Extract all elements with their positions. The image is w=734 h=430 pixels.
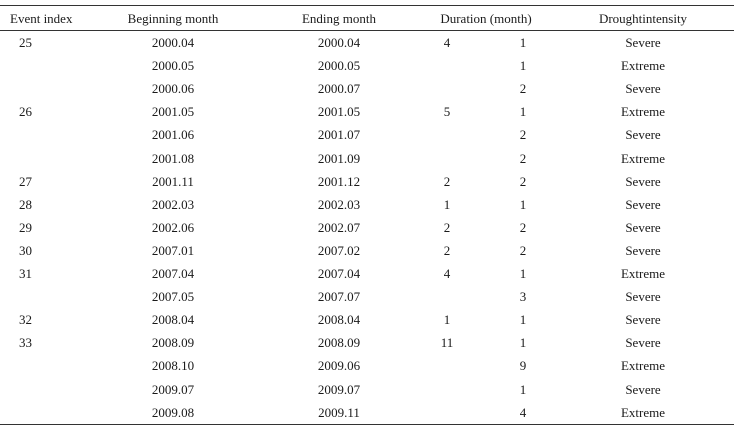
- cell-ending-month: 2000.07: [317, 81, 361, 96]
- cell-drought-intensity: Severe: [625, 127, 661, 142]
- cell-event-duration: 2: [443, 174, 451, 189]
- cell-beginning-month: 2009.07: [151, 382, 195, 397]
- cell-event-duration: 1: [443, 312, 451, 327]
- cell-ending-month: 2007.02: [317, 243, 361, 258]
- cell-event-index: 26: [19, 104, 32, 119]
- cell-drought-intensity: Severe: [625, 197, 661, 212]
- header-beginning-month: Beginning month: [127, 11, 219, 26]
- cell-beginning-month: 2008.04: [151, 312, 195, 327]
- cell-duration: 2: [519, 127, 527, 142]
- cell-duration: 2: [519, 174, 527, 189]
- cell-ending-month: 2008.04: [317, 312, 361, 327]
- cell-beginning-month: 2000.04: [151, 35, 195, 50]
- cell-ending-month: 2001.09: [317, 151, 361, 166]
- cell-event-index: 31: [19, 266, 32, 281]
- cell-event-index: 33: [19, 335, 32, 350]
- cell-drought-intensity: Severe: [625, 81, 661, 96]
- header-duration: Duration (month): [440, 11, 532, 26]
- cell-ending-month: 2001.12: [317, 174, 361, 189]
- cell-beginning-month: 2008.10: [151, 358, 195, 373]
- cell-drought-intensity: Extreme: [620, 358, 666, 373]
- cell-duration: 1: [519, 197, 527, 212]
- cell-beginning-month: 2007.01: [151, 243, 195, 258]
- cell-duration: 1: [519, 382, 527, 397]
- header-event-index: Event index: [10, 11, 73, 26]
- table-bottom-rule: [0, 424, 734, 425]
- cell-duration: 1: [519, 104, 527, 119]
- cell-beginning-month: 2001.11: [152, 174, 194, 189]
- cell-duration: 2: [519, 81, 527, 96]
- cell-event-index: 25: [19, 35, 32, 50]
- cell-ending-month: 2009.06: [317, 358, 361, 373]
- cell-ending-month: 2002.03: [317, 197, 361, 212]
- cell-drought-intensity: Extreme: [620, 405, 666, 420]
- cell-ending-month: 2009.07: [317, 382, 361, 397]
- cell-duration: 3: [519, 289, 527, 304]
- cell-beginning-month: 2000.06: [151, 81, 195, 96]
- cell-beginning-month: 2007.05: [151, 289, 195, 304]
- cell-ending-month: 2007.07: [317, 289, 361, 304]
- cell-duration: 2: [519, 151, 527, 166]
- cell-event-duration: 4: [443, 266, 451, 281]
- cell-duration: 4: [519, 405, 527, 420]
- cell-beginning-month: 2002.06: [151, 220, 195, 235]
- cell-drought-intensity: Severe: [625, 35, 661, 50]
- cell-drought-intensity: Extreme: [620, 266, 666, 281]
- cell-event-index: 32: [19, 312, 32, 327]
- cell-event-index: 29: [19, 220, 32, 235]
- cell-event-index: 27: [19, 174, 32, 189]
- cell-beginning-month: 2009.08: [151, 405, 195, 420]
- cell-ending-month: 2009.11: [318, 405, 360, 420]
- cell-event-duration: 2: [443, 220, 451, 235]
- cell-ending-month: 2001.05: [317, 104, 361, 119]
- cell-duration: 1: [519, 266, 527, 281]
- cell-duration: 2: [519, 243, 527, 258]
- cell-ending-month: 2008.09: [317, 335, 361, 350]
- cell-duration: 1: [519, 312, 527, 327]
- cell-ending-month: 2000.04: [317, 35, 361, 50]
- cell-drought-intensity: Severe: [625, 220, 661, 235]
- cell-ending-month: 2007.04: [317, 266, 361, 281]
- cell-drought-intensity: Severe: [625, 289, 661, 304]
- cell-beginning-month: 2002.03: [151, 197, 195, 212]
- cell-ending-month: 2001.07: [317, 127, 361, 142]
- cell-drought-intensity: Severe: [625, 382, 661, 397]
- cell-beginning-month: 2008.09: [151, 335, 195, 350]
- cell-drought-intensity: Severe: [625, 243, 661, 258]
- cell-drought-intensity: Extreme: [620, 151, 666, 166]
- header-rule: [0, 30, 734, 31]
- cell-drought-intensity: Extreme: [620, 58, 666, 73]
- cell-beginning-month: 2001.06: [151, 127, 195, 142]
- cell-drought-intensity: Severe: [625, 312, 661, 327]
- cell-drought-intensity: Severe: [625, 335, 661, 350]
- cell-ending-month: 2000.05: [317, 58, 361, 73]
- cell-event-duration: 5: [443, 104, 451, 119]
- cell-event-index: 28: [19, 197, 32, 212]
- cell-event-index: 30: [19, 243, 32, 258]
- cell-event-duration: 2: [443, 243, 451, 258]
- cell-duration: 1: [519, 58, 527, 73]
- cell-drought-intensity: Extreme: [620, 104, 666, 119]
- cell-beginning-month: 2001.08: [151, 151, 195, 166]
- cell-duration: 1: [519, 335, 527, 350]
- cell-ending-month: 2002.07: [317, 220, 361, 235]
- cell-beginning-month: 2007.04: [151, 266, 195, 281]
- cell-drought-intensity: Severe: [625, 174, 661, 189]
- cell-duration: 2: [519, 220, 527, 235]
- cell-duration: 9: [519, 358, 527, 373]
- cell-event-duration: 4: [443, 35, 451, 50]
- cell-beginning-month: 2000.05: [151, 58, 195, 73]
- cell-event-duration: 1: [443, 197, 451, 212]
- table-top-rule: [0, 5, 734, 6]
- cell-beginning-month: 2001.05: [151, 104, 195, 119]
- header-ending-month: Ending month: [301, 11, 377, 26]
- header-drought-intensity: Droughtintensity: [598, 11, 688, 26]
- cell-event-duration: 11: [440, 335, 454, 350]
- cell-duration: 1: [519, 35, 527, 50]
